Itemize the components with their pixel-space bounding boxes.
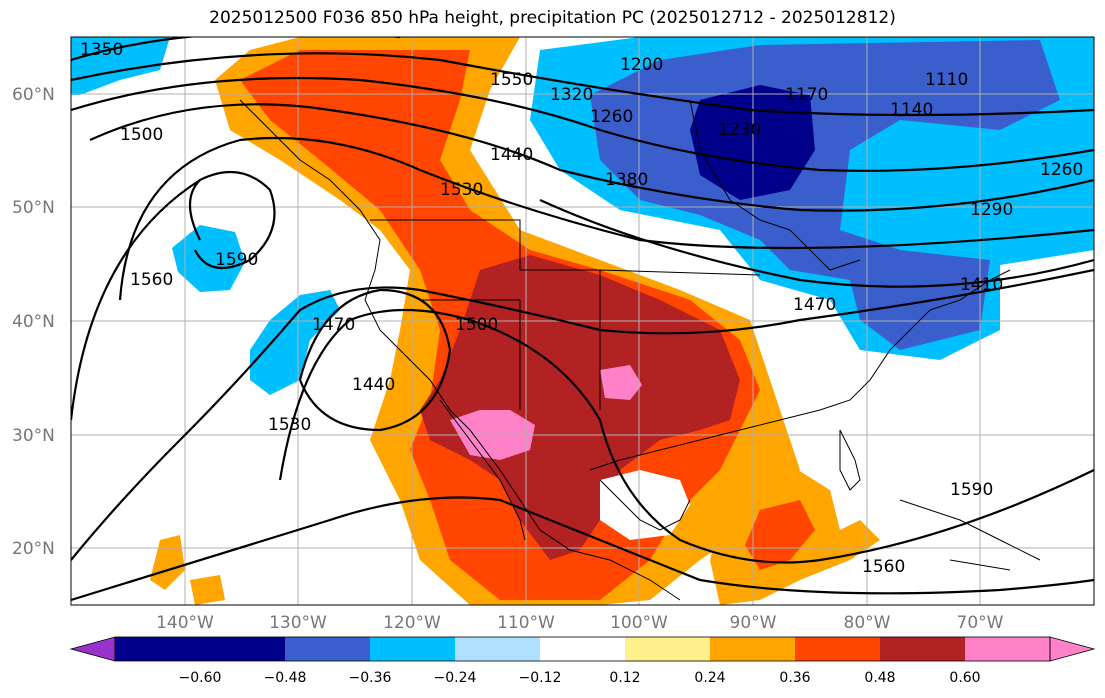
negative-anomaly-region-pacific [172, 225, 245, 292]
colorbar-tick-label: 0.24 [694, 670, 725, 686]
lat-label: 30°N [12, 426, 55, 446]
negative-anomaly-region-california [250, 290, 340, 395]
negative-anomaly-region-northwest [71, 37, 170, 95]
contour-label: 1290 [970, 200, 1013, 220]
lat-label: 60°N [12, 85, 55, 105]
colorbar-tick-label: −0.48 [264, 670, 307, 686]
contour-label: 1470 [793, 295, 836, 315]
positive-anomaly-pacific-south [150, 535, 225, 605]
lat-label: 20°N [12, 539, 55, 559]
colorbar-extend-low [69, 636, 116, 662]
colorbar-segment [200, 637, 285, 661]
contour-label: 1440 [490, 145, 533, 165]
gridlines [71, 37, 1094, 605]
latitude-labels: 60°N 50°N 40°N 30°N 20°N [12, 85, 55, 559]
positive-anomaly-gulf-core [745, 500, 815, 570]
contour-label: 1590 [215, 250, 258, 270]
contour-label: 1440 [352, 375, 395, 395]
coastlines [239, 99, 1041, 601]
contour-label: 1350 [80, 40, 123, 60]
colorbar-tick-label: −0.12 [519, 670, 562, 686]
map-title: 2025012500 F036 850 hPa height, precipit… [209, 8, 896, 28]
longitude-labels: 140°W 130°W 120°W 110°W 100°W 90°W 80°W … [156, 613, 1004, 633]
contour-label: 1560 [862, 557, 905, 577]
colorbar-extend-high [1049, 636, 1096, 662]
contour-label: 1500 [455, 315, 498, 335]
contour-label: 1560 [130, 270, 173, 290]
contour-label: 1500 [120, 125, 163, 145]
lon-label: 130°W [269, 613, 327, 633]
colorbar-segment [285, 637, 370, 661]
lon-label: 100°W [610, 613, 668, 633]
contour-label: 1380 [605, 170, 648, 190]
lon-label: 70°W [957, 613, 1004, 633]
colorbar-segment [370, 637, 455, 661]
colorbar-tick-label: −0.36 [349, 670, 392, 686]
lon-label: 140°W [156, 613, 214, 633]
contour-label: 1530 [268, 415, 311, 435]
colorbar-segment [455, 637, 540, 661]
contour-label: 1550 [490, 70, 533, 90]
map-panel: 1350 1550 1200 1320 1260 1110 1140 1500 … [71, 37, 1094, 605]
contour-label: 1320 [550, 85, 593, 105]
colorbar: −0.60 −0.48 −0.36 −0.24 −0.12 0.12 0.24 … [69, 636, 1096, 686]
contour-label: 1410 [960, 275, 1003, 295]
lon-label: 110°W [497, 613, 555, 633]
lon-label: 90°W [730, 613, 777, 633]
contour-label: 1110 [925, 70, 968, 90]
colorbar-tick-label: 0.48 [864, 670, 895, 686]
contour-label: 1530 [440, 180, 483, 200]
colorbar-tick-label: 0.12 [609, 670, 640, 686]
neutral-gulf-area [600, 470, 690, 540]
contour-labels: 1350 1550 1200 1320 1260 1110 1140 1500 … [80, 40, 1083, 577]
contour-label: 1260 [1040, 160, 1083, 180]
colorbar-tick-label: −0.24 [434, 670, 477, 686]
lat-label: 40°N [12, 312, 55, 332]
colorbar-segment [965, 637, 1050, 661]
lat-label: 50°N [12, 198, 55, 218]
colorbar-segment [625, 637, 710, 661]
colorbar-frame [114, 636, 1051, 662]
lon-label: 80°W [844, 613, 891, 633]
colorbar-tick-label: 0.36 [779, 670, 810, 686]
colorbar-segment [115, 637, 200, 661]
colorbar-segment [710, 637, 795, 661]
colorbar-tick-label: −0.60 [179, 670, 222, 686]
contour-label: 1230 [718, 120, 761, 140]
contour-label: 1170 [785, 85, 828, 105]
colorbar-segment [540, 637, 625, 661]
colorbar-segment [880, 637, 965, 661]
contour-label: 1590 [950, 480, 993, 500]
lon-label: 120°W [383, 613, 441, 633]
contour-label: 1140 [890, 100, 933, 120]
colorbar-tick-label: 0.60 [949, 670, 980, 686]
contour-label: 1260 [590, 107, 633, 127]
map-frame [70, 36, 1095, 606]
contour-label: 1470 [312, 315, 355, 335]
contour-label: 1200 [620, 55, 663, 75]
positive-anomaly-peak-east [600, 365, 642, 400]
height-contours [71, 37, 1094, 602]
colorbar-segment [795, 637, 880, 661]
